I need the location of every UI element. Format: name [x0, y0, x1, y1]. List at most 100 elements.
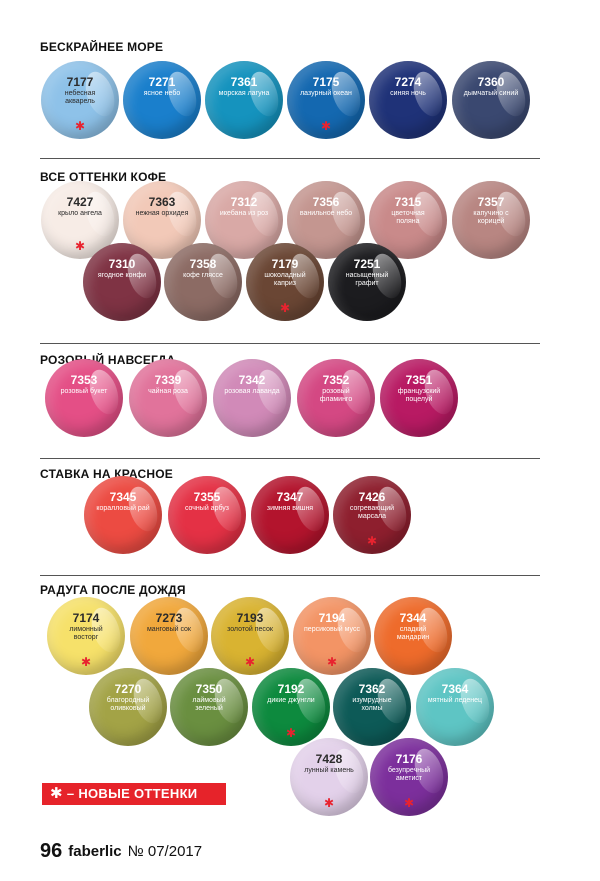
swatch-name: крыло ангела [58, 210, 102, 217]
swatch-7352[interactable]: 7352 розовый фламинго [297, 359, 375, 437]
swatch-code: 7315 [394, 195, 422, 209]
swatch-7350[interactable]: 7350 лаймовый зеленый [170, 668, 248, 746]
swatch-7364[interactable]: 7364 мятный леденец [416, 668, 494, 746]
swatch-7175[interactable]: 7175 лазурный океан ✱ [287, 61, 365, 139]
new-shade-asterisk-icon: ✱ [403, 796, 415, 810]
swatch-7251[interactable]: 7251 насыщенный графит [328, 243, 406, 321]
swatch-code: 7271 [148, 75, 176, 89]
swatch-7351[interactable]: 7351 французский поцелуй [380, 359, 458, 437]
section-divider [40, 343, 540, 344]
swatch-7357[interactable]: 7357 капучино с корицей [452, 181, 530, 259]
swatch-code: 7428 [315, 752, 343, 766]
swatch-code: 7426 [358, 490, 386, 504]
swatch-code: 7179 [271, 257, 299, 271]
swatch-7315[interactable]: 7315 цветочная поляна [369, 181, 447, 259]
swatch-name: цветочная поляна [391, 210, 425, 225]
swatch-name: ясное небо [143, 90, 181, 97]
section-title-sea: БЕСКРАЙНЕЕ МОРЕ [40, 40, 164, 54]
swatch-7339[interactable]: 7339 чайная роза [129, 359, 207, 437]
swatch-name: чайная роза [148, 388, 188, 395]
section-divider [40, 158, 540, 159]
swatch-code: 7310 [108, 257, 136, 271]
new-shades-legend: ✱ – НОВЫЕ ОТТЕНКИ [42, 783, 226, 805]
swatch-code: 7270 [114, 682, 142, 696]
brand-name: faberlic [68, 843, 122, 860]
swatch-code: 7194 [318, 611, 346, 625]
swatch-code: 7175 [312, 75, 340, 89]
legend-label: – НОВЫЕ ОТТЕНКИ [66, 786, 198, 801]
swatch-7179[interactable]: 7179 шоколадный каприз ✱ [246, 243, 324, 321]
swatch-name: нежная орхидея [135, 210, 189, 217]
swatch-name: безупречный аметист [387, 767, 431, 782]
swatch-code: 7350 [195, 682, 223, 696]
swatch-code: 7347 [276, 490, 304, 504]
swatch-code: 7356 [312, 195, 340, 209]
swatch-code: 7193 [236, 611, 264, 625]
swatch-7177[interactable]: 7177 небесная акварель ✱ [41, 61, 119, 139]
swatch-7192[interactable]: 7192 дикие джунгли ✱ [252, 668, 330, 746]
swatch-name: персиковый мусс [304, 626, 360, 633]
swatch-name: ванильное небо [299, 210, 353, 217]
swatch-code: 7177 [66, 75, 94, 89]
swatch-name: кофе гляссе [183, 272, 223, 279]
swatch-code: 7427 [66, 195, 94, 209]
swatch-7344[interactable]: 7344 сладкий мандарин [374, 597, 452, 675]
swatch-code: 7351 [405, 373, 433, 387]
swatch-7360[interactable]: 7360 дымчатый синий [452, 61, 530, 139]
swatch-name: лимонный восторг [69, 626, 103, 641]
swatch-7271[interactable]: 7271 ясное небо [123, 61, 201, 139]
swatch-name: шоколадный каприз [264, 272, 306, 287]
new-shade-asterisk-icon: ✱ [74, 119, 86, 133]
new-shade-asterisk-icon: ✱ [285, 726, 297, 740]
page-footer: 96 faberlic № 07/2017 [40, 840, 202, 863]
swatch-name: розовый фламинго [319, 388, 353, 403]
swatch-name: дикие джунгли [267, 697, 315, 704]
swatch-7273[interactable]: 7273 манговый сок [130, 597, 208, 675]
swatch-7358[interactable]: 7358 кофе гляссе [164, 243, 242, 321]
section-divider [40, 575, 540, 576]
swatch-code: 7344 [399, 611, 427, 625]
new-shade-asterisk-icon: ✱ [279, 301, 291, 315]
swatch-7426[interactable]: 7426 согревающий марсала ✱ [333, 476, 411, 554]
swatch-code: 7363 [148, 195, 176, 209]
new-shade-asterisk-icon: ✱ [320, 119, 332, 133]
swatch-name: коралловый рай [96, 505, 150, 512]
swatch-7355[interactable]: 7355 сочный арбуз [168, 476, 246, 554]
swatch-7428[interactable]: 7428 лунный камень ✱ [290, 738, 368, 816]
swatch-7270[interactable]: 7270 благородный оливковый [89, 668, 167, 746]
swatch-code: 7358 [189, 257, 217, 271]
swatch-name: изумрудные холмы [352, 697, 392, 712]
swatch-name: ягодное конфи [97, 272, 147, 279]
section-title-red: СТАВКА НА КРАСНОЕ [40, 467, 173, 481]
swatch-code: 7339 [154, 373, 182, 387]
section-title-rainbow: РАДУГА ПОСЛЕ ДОЖДЯ [40, 583, 186, 597]
swatch-7342[interactable]: 7342 розовая лаванда [213, 359, 291, 437]
swatch-name: мятный леденец [427, 697, 483, 704]
new-shade-asterisk-icon: ✱ [80, 655, 92, 669]
new-shade-asterisk-icon: ✱ [244, 655, 256, 669]
swatch-name: икебана из роз [219, 210, 269, 217]
swatch-name: золотой песок [227, 626, 273, 633]
swatch-7353[interactable]: 7353 розовый букет [45, 359, 123, 437]
swatch-7361[interactable]: 7361 морская лагуна [205, 61, 283, 139]
swatch-7174[interactable]: 7174 лимонный восторг ✱ [47, 597, 125, 675]
section-title-coffee: ВСЕ ОТТЕНКИ КОФЕ [40, 170, 167, 184]
swatch-7310[interactable]: 7310 ягодное конфи [83, 243, 161, 321]
swatch-7274[interactable]: 7274 синяя ночь [369, 61, 447, 139]
swatch-7176[interactable]: 7176 безупречный аметист ✱ [370, 738, 448, 816]
swatch-7194[interactable]: 7194 персиковый мусс ✱ [293, 597, 371, 675]
swatch-name: лазурный океан [300, 90, 352, 97]
swatch-7362[interactable]: 7362 изумрудные холмы [333, 668, 411, 746]
swatch-name: зимняя вишня [266, 505, 314, 512]
swatch-code: 7251 [353, 257, 381, 271]
swatch-code: 7192 [277, 682, 305, 696]
swatch-7356[interactable]: 7356 ванильное небо [287, 181, 365, 259]
swatch-name: согревающий марсала [349, 505, 395, 520]
swatch-name: дымчатый синий [463, 90, 519, 97]
issue-number: № 07/2017 [127, 843, 203, 860]
swatch-name: благородный оливковый [106, 697, 150, 712]
swatch-7345[interactable]: 7345 коралловый рай [84, 476, 162, 554]
swatch-7347[interactable]: 7347 зимняя вишня [251, 476, 329, 554]
section-divider [40, 458, 540, 459]
swatch-7193[interactable]: 7193 золотой песок ✱ [211, 597, 289, 675]
